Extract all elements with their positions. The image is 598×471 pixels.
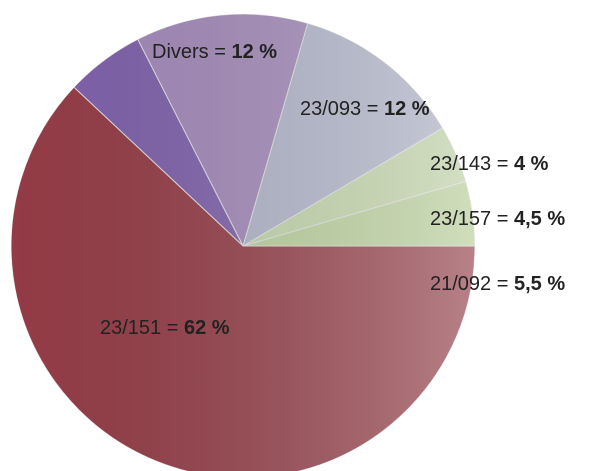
separator: = xyxy=(209,41,232,63)
slice-label: 23/157 = 4,5 % xyxy=(430,208,565,230)
separator: = xyxy=(491,273,514,295)
separator: = xyxy=(161,317,184,339)
value-label: 12 % xyxy=(231,41,277,63)
separator: = xyxy=(491,208,514,230)
separator: = xyxy=(491,153,514,175)
value-label: 4,5 % xyxy=(514,208,565,230)
category-label: 23/157 xyxy=(430,208,491,230)
slice-label: 21/092 = 5,5 % xyxy=(430,273,565,295)
value-label: 62 % xyxy=(184,317,230,339)
category-label: 21/092 xyxy=(430,273,491,295)
slice-label: 23/151 = 62 % xyxy=(100,317,230,339)
value-label: 5,5 % xyxy=(514,273,565,295)
slice-label: Divers = 12 % xyxy=(152,41,277,63)
category-label: 23/151 xyxy=(100,317,161,339)
value-label: 4 % xyxy=(514,153,549,175)
category-label: Divers xyxy=(152,41,209,63)
pie xyxy=(10,13,476,471)
labels: 23/157 = 4,5 %23/143 = 4 %23/093 = 12 %D… xyxy=(100,41,565,339)
category-label: 23/143 xyxy=(430,153,491,175)
slice-label: 23/143 = 4 % xyxy=(430,153,549,175)
slice-label: 23/093 = 12 % xyxy=(300,98,430,120)
value-label: 12 % xyxy=(384,98,430,120)
category-label: 23/093 xyxy=(300,98,361,120)
separator: = xyxy=(361,98,384,120)
